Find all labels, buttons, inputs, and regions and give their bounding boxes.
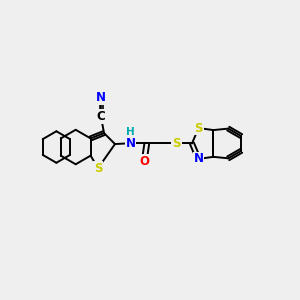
Text: H: H: [126, 127, 135, 137]
Text: N: N: [125, 137, 136, 150]
Text: S: S: [194, 122, 203, 134]
Text: O: O: [140, 155, 149, 168]
Text: S: S: [172, 137, 181, 150]
Text: C: C: [97, 110, 105, 123]
Text: N: N: [194, 152, 203, 165]
Text: S: S: [94, 162, 102, 175]
Text: N: N: [96, 91, 106, 104]
